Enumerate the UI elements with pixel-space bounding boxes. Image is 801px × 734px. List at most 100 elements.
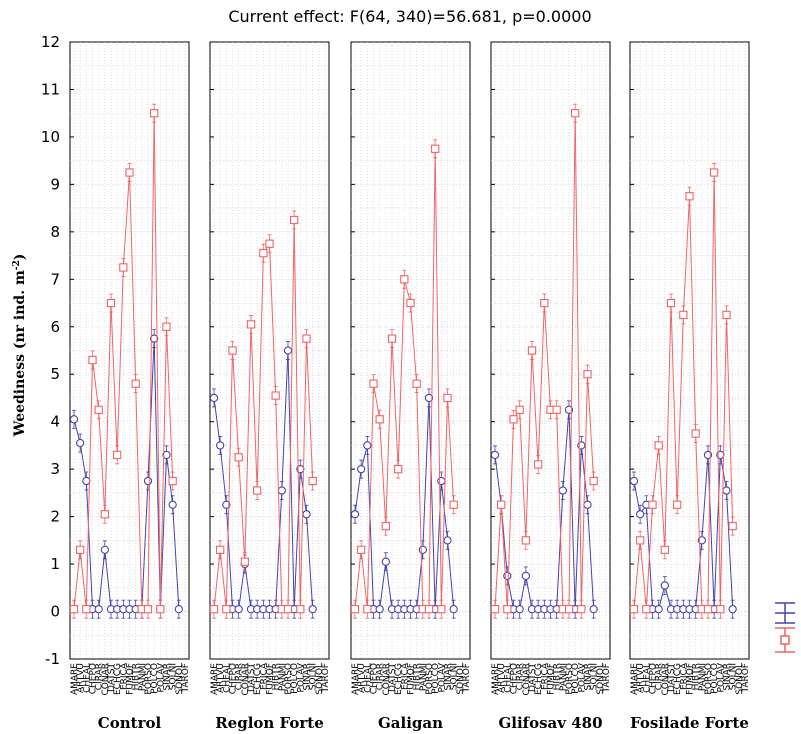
category-label: SINAR (444, 663, 454, 691)
data-point-square (636, 536, 645, 545)
data-point-circle (174, 605, 183, 614)
series-0-segment (428, 397, 436, 610)
data-point-circle (82, 476, 91, 486)
y-tick-label: 1 (50, 555, 60, 573)
category-label: POLCO (150, 663, 160, 694)
series-0-segment (293, 469, 301, 610)
panel-label: Reglon Forte (215, 714, 324, 732)
y-tick-label: 11 (41, 80, 60, 98)
panel-0: AMAREARTVUCHEALCHEPOCIRARCONARDATSTECHCG… (69, 41, 191, 732)
series-1-segment (98, 409, 106, 515)
series-1-segment (293, 219, 301, 610)
category-label: SOLNI (309, 663, 319, 690)
series-0-segment (104, 549, 112, 610)
series-0-segment (79, 442, 87, 482)
category-label: PANMI (698, 663, 708, 691)
data-point-circle (100, 545, 109, 554)
data-point-square (265, 239, 274, 248)
data-point-square (253, 486, 262, 495)
category-label: HIBTR (553, 663, 563, 690)
data-point-square (490, 605, 500, 614)
data-point-square (527, 346, 537, 355)
series-1-segment (250, 324, 258, 491)
series-1-segment (244, 324, 252, 562)
series-1-segment (159, 326, 167, 610)
category-label: PORSO (565, 663, 575, 695)
data-point-circle (722, 486, 731, 495)
category-label: HIBTR (272, 663, 282, 690)
category-label: ARTVU (497, 663, 507, 693)
category-label: SINAR (584, 663, 594, 691)
data-point-square (629, 605, 639, 614)
series-1-segment (275, 395, 283, 610)
series-1-segment (397, 279, 405, 470)
series-1-segment (719, 314, 727, 610)
y-tick-label: 2 (50, 508, 60, 526)
category-label: HIBTR (692, 663, 702, 690)
category-label: CIRAR (376, 663, 386, 690)
series-0-segment (281, 350, 289, 491)
category-label: SONOL (596, 663, 606, 695)
series-1-segment (587, 374, 595, 482)
data-point-square (521, 536, 530, 545)
category-label: POLAV (437, 662, 447, 692)
series-1-segment (360, 549, 368, 610)
category-label: SOLNI (729, 663, 739, 690)
category-label: CONAR (382, 663, 392, 696)
category-label: SINAR (303, 663, 313, 691)
category-label: CHEPO (89, 663, 99, 694)
series-0-segment (385, 561, 393, 610)
data-point-square (648, 500, 657, 509)
series-1-segment (410, 303, 418, 384)
category-label: ECHCG (673, 663, 683, 695)
series-1-segment (537, 303, 545, 465)
data-point-square (515, 405, 524, 414)
data-point-circle (697, 536, 706, 545)
series-1-segment (531, 350, 539, 465)
category-label: SINAR (163, 663, 173, 691)
category-label: ERICA (259, 662, 269, 690)
series-0-segment (172, 504, 180, 610)
category-label: POLAV (577, 662, 587, 692)
series-0-segment (354, 469, 362, 515)
data-point-circle (629, 476, 639, 486)
series-1-segment (580, 374, 588, 610)
series-0-segment (562, 409, 570, 491)
y-tick-label: 3 (50, 460, 60, 478)
series-1-segment (447, 397, 455, 505)
series-1-segment (225, 350, 233, 610)
category-label: SONOL (456, 663, 466, 695)
data-point-square (583, 370, 592, 379)
data-point-circle (660, 581, 669, 590)
data-point-circle (381, 557, 390, 566)
data-point-square (82, 605, 91, 614)
y-tick-label: 10 (41, 128, 60, 146)
category-label: AMARE (351, 663, 361, 695)
series-1-segment (366, 383, 374, 610)
data-point-square (564, 605, 574, 614)
category-label: CHEPO (370, 663, 380, 694)
data-point-square (168, 476, 177, 486)
panels: AMAREARTVUCHEALCHEPOCIRARCONARDATSTECHCG… (69, 41, 751, 732)
panel-2: AMAREARTVUCHEALCHEPOCIRARCONARDATSTECHCG… (350, 41, 472, 732)
series-0-segment (713, 454, 721, 610)
panel-3: AMAREARTVUCHEALCHEPOCIRARCONARDATSTECHCG… (490, 41, 612, 732)
data-point-square (642, 605, 651, 614)
data-point-square (673, 500, 682, 509)
data-point-square (509, 415, 518, 424)
category-label: POLAV (716, 662, 726, 692)
series-1-segment (232, 350, 240, 458)
series-0-segment (366, 445, 374, 610)
category-label: CHEAL (82, 663, 92, 693)
data-point-square (722, 310, 731, 320)
category-label: AMARE (491, 663, 501, 695)
series-1-segment (219, 549, 227, 610)
data-point-circle (424, 393, 434, 403)
panel-label: Glifosav 480 (498, 714, 602, 732)
data-point-circle (308, 605, 317, 614)
data-point-square (228, 346, 237, 355)
category-label: POLCO (290, 663, 300, 694)
category-label: CHEPO (229, 663, 239, 694)
data-point-circle (558, 486, 567, 495)
